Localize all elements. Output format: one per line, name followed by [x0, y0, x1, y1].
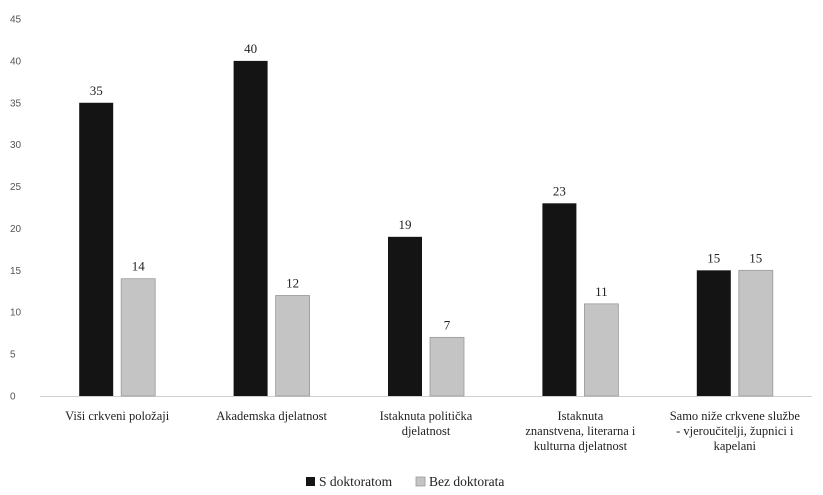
legend-label: S doktoratom: [319, 474, 393, 489]
bar: [275, 295, 311, 397]
y-tick-label: 10: [10, 308, 22, 319]
category-label: Samo niže crkvene službe - vjeroučitelji,…: [670, 409, 801, 453]
y-tick-label: 20: [10, 224, 22, 235]
data-label: 35: [90, 83, 103, 98]
legend-swatch: [415, 476, 426, 487]
y-tick-label: 0: [10, 392, 16, 403]
category-labels: Viši crkveni položaji Akademska djelatnos…: [65, 409, 800, 453]
category-label: Akademska djelatnost: [216, 409, 327, 423]
data-label: 14: [132, 259, 146, 274]
bar: [542, 203, 577, 396]
category-label: Istaknuta politička djelatnost: [380, 409, 473, 438]
y-tick-label: 35: [10, 98, 22, 109]
bar: [79, 102, 114, 397]
y-tick-label: 45: [10, 15, 22, 26]
bar: [738, 269, 774, 397]
legend-swatch: [306, 477, 315, 486]
data-label: 19: [399, 217, 412, 232]
bar: [388, 236, 422, 396]
bar: [696, 270, 731, 396]
bar: [429, 336, 465, 397]
bar: [120, 278, 156, 397]
category-label: Istaknuta znanstvena, literarna i kulturna…: [525, 409, 636, 453]
legend: S doktoratom Bez doktorata: [306, 474, 504, 489]
y-axis-ticks: 0 5 10 15 20 25 30 35 40 45: [10, 15, 22, 403]
data-labels: 35 14 40 12 19 7 23 11 15 15: [90, 41, 763, 332]
y-tick-label: 30: [10, 140, 22, 151]
bar: [584, 303, 619, 397]
y-tick-label: 5: [10, 350, 16, 361]
data-label: 7: [444, 317, 451, 332]
bars: [79, 60, 774, 397]
data-label: 23: [553, 183, 566, 198]
category-label: Viši crkveni položaji: [65, 409, 170, 423]
data-label: 11: [595, 284, 608, 299]
bar: [233, 60, 268, 397]
y-tick-label: 15: [10, 266, 22, 277]
legend-label: Bez doktorata: [429, 474, 504, 489]
y-tick-label: 40: [10, 56, 22, 67]
y-tick-label: 25: [10, 182, 22, 193]
data-label: 12: [286, 275, 299, 290]
data-label: 15: [749, 250, 762, 265]
data-label: 40: [244, 41, 257, 56]
data-label: 15: [707, 250, 720, 265]
